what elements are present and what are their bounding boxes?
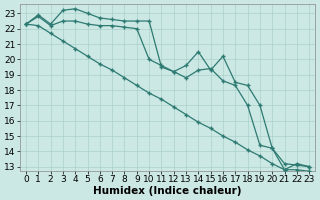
X-axis label: Humidex (Indice chaleur): Humidex (Indice chaleur) — [93, 186, 242, 196]
